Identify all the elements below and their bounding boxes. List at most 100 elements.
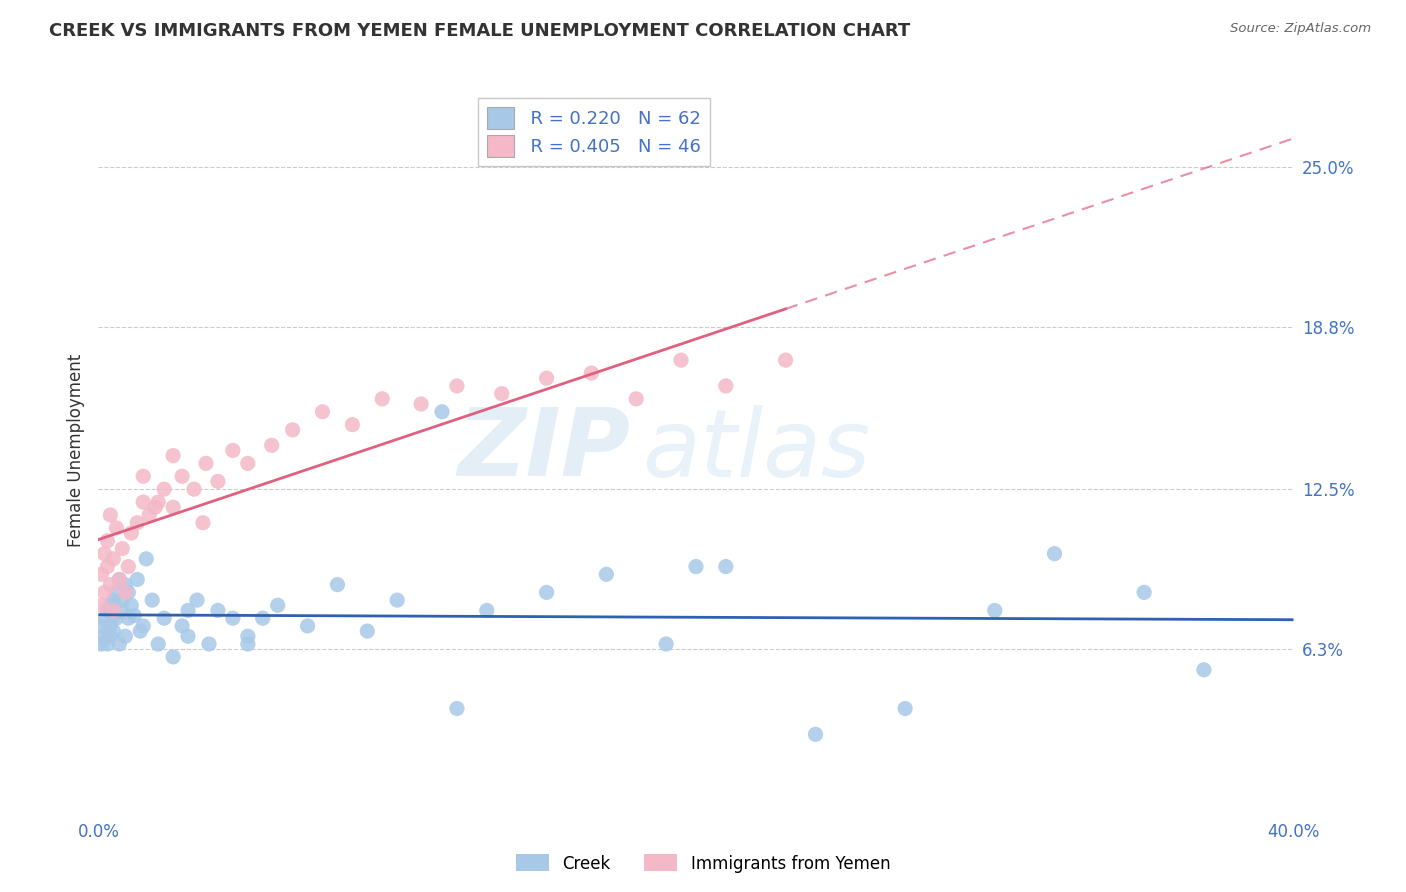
- Point: [172, 469, 194, 483]
- Point: [267, 599, 290, 613]
- Point: [124, 608, 146, 623]
- Y-axis label: Female Unemployment: Female Unemployment: [66, 354, 84, 547]
- Point: [98, 619, 122, 633]
- Point: [96, 624, 118, 639]
- Point: [105, 521, 128, 535]
- Point: [96, 559, 118, 574]
- Point: [93, 547, 115, 561]
- Point: [148, 495, 170, 509]
- Point: [207, 475, 229, 489]
- Point: [430, 405, 453, 419]
- Point: [252, 611, 274, 625]
- Point: [93, 629, 115, 643]
- Point: [90, 619, 112, 633]
- Point: [111, 541, 134, 556]
- Text: CREEK VS IMMIGRANTS FROM YEMEN FEMALE UNEMPLOYMENT CORRELATION CHART: CREEK VS IMMIGRANTS FROM YEMEN FEMALE UN…: [49, 22, 911, 40]
- Point: [1192, 663, 1215, 677]
- Point: [342, 417, 364, 432]
- Point: [775, 353, 797, 368]
- Point: [148, 637, 170, 651]
- Point: [114, 585, 136, 599]
- Point: [93, 585, 115, 599]
- Point: [222, 611, 245, 625]
- Point: [984, 603, 1007, 617]
- Point: [132, 495, 155, 509]
- Point: [114, 577, 136, 591]
- Point: [222, 443, 245, 458]
- Point: [669, 353, 692, 368]
- Point: [581, 366, 603, 380]
- Point: [90, 567, 112, 582]
- Point: [236, 456, 259, 470]
- Point: [1133, 585, 1156, 599]
- Point: [714, 379, 737, 393]
- Point: [117, 559, 139, 574]
- Point: [446, 379, 468, 393]
- Point: [371, 392, 394, 406]
- Point: [172, 619, 194, 633]
- Point: [186, 593, 208, 607]
- Point: [311, 405, 333, 419]
- Point: [198, 637, 221, 651]
- Point: [475, 603, 498, 617]
- Point: [195, 456, 218, 470]
- Point: [120, 599, 142, 613]
- Legend: Creek, Immigrants from Yemen: Creek, Immigrants from Yemen: [509, 847, 897, 880]
- Point: [105, 585, 128, 599]
- Point: [90, 599, 112, 613]
- Point: [177, 629, 200, 643]
- Point: [236, 629, 259, 643]
- Point: [98, 629, 122, 643]
- Point: [183, 482, 205, 496]
- Point: [177, 603, 200, 617]
- Point: [105, 611, 128, 625]
- Point: [127, 516, 149, 530]
- Point: [894, 701, 917, 715]
- Point: [108, 573, 131, 587]
- Point: [103, 603, 125, 617]
- Point: [385, 593, 409, 607]
- Point: [96, 533, 118, 548]
- Point: [411, 397, 433, 411]
- Text: ZIP: ZIP: [457, 404, 630, 497]
- Text: Source: ZipAtlas.com: Source: ZipAtlas.com: [1230, 22, 1371, 36]
- Point: [655, 637, 678, 651]
- Point: [103, 593, 125, 607]
- Point: [153, 482, 176, 496]
- Point: [117, 611, 139, 625]
- Point: [143, 500, 166, 515]
- Point: [356, 624, 378, 639]
- Point: [138, 508, 160, 522]
- Point: [114, 629, 136, 643]
- Point: [162, 449, 184, 463]
- Point: [90, 637, 112, 651]
- Point: [162, 500, 184, 515]
- Point: [536, 585, 558, 599]
- Point: [804, 727, 827, 741]
- Point: [98, 577, 122, 591]
- Point: [111, 593, 134, 607]
- Point: [236, 637, 259, 651]
- Point: [127, 573, 149, 587]
- Point: [108, 637, 131, 651]
- Point: [141, 593, 163, 607]
- Point: [491, 386, 513, 401]
- Point: [129, 624, 152, 639]
- Text: atlas: atlas: [643, 405, 870, 496]
- Point: [207, 603, 229, 617]
- Point: [96, 603, 118, 617]
- Point: [132, 469, 155, 483]
- Point: [103, 608, 125, 623]
- Point: [685, 559, 707, 574]
- Point: [260, 438, 283, 452]
- Point: [120, 526, 142, 541]
- Point: [98, 508, 122, 522]
- Point: [117, 585, 139, 599]
- Point: [103, 551, 125, 566]
- Point: [1043, 547, 1066, 561]
- Point: [111, 603, 134, 617]
- Point: [595, 567, 617, 582]
- Point: [132, 619, 155, 633]
- Point: [108, 573, 131, 587]
- Point: [446, 701, 468, 715]
